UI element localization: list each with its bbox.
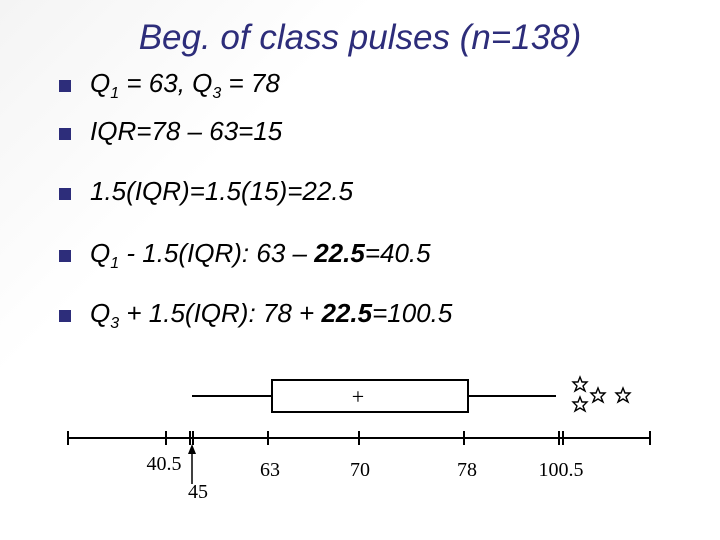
bullet-square-icon [59,128,71,140]
bullet-text: Q3 + 1.5(IQR): 78 + 22.5=100.5 [90,298,452,333]
axis-label-45: 45 [188,481,208,503]
outlier-star-icon [571,395,589,413]
bullet-square-icon [59,80,71,92]
slide-title: Beg. of class pulses (n=138) [138,18,582,57]
subscript: 1 [110,255,120,272]
text-segment: = 63, Q [119,68,213,98]
bullet-text: 1.5(IQR)=1.5(15)=22.5 [90,176,354,206]
text-segment: =40.5 [364,238,431,268]
iqr-box [271,379,469,413]
outlier-star-icon [589,386,607,404]
subscript: 3 [110,315,120,332]
arrow-head-icon [188,444,196,454]
text-segment: =100.5 [372,298,453,328]
axis-label-100-5: 100.5 [539,459,584,481]
bold-value: 22.5 [321,298,373,328]
outlier-stars [571,375,632,413]
number-line-ticks [67,431,651,445]
bullet-square-icon [59,250,71,262]
mean-marker: + [352,384,364,409]
text-segment: - 1.5(IQR): 63 – [119,238,315,268]
bullet-text: Q1 = 63, Q3 = 78 [90,68,280,103]
bullet-square-icon [59,188,71,200]
axis-label-40-5: 40.5 [147,453,182,475]
text-segment: + 1.5(IQR): 78 + [119,298,322,328]
outlier-star-icon [614,386,632,404]
q-letter: Q [90,238,111,268]
outlier-star-icon [571,375,589,393]
bullet-text: IQR=78 – 63=15 [90,116,283,146]
subscript: 1 [110,85,120,102]
subscript: 3 [212,85,222,102]
bullet-text: Q1 - 1.5(IQR): 63 – 22.5=40.5 [90,238,431,273]
q-letter: Q [90,298,111,328]
text-segment: = 78 [221,68,280,98]
bullet-square-icon [59,310,71,322]
axis-label-70: 70 [350,459,370,481]
axis-label-63: 63 [260,459,280,481]
axis-label-78: 78 [457,459,477,481]
bold-value: 22.5 [314,238,365,268]
q-letter: Q [90,68,111,98]
